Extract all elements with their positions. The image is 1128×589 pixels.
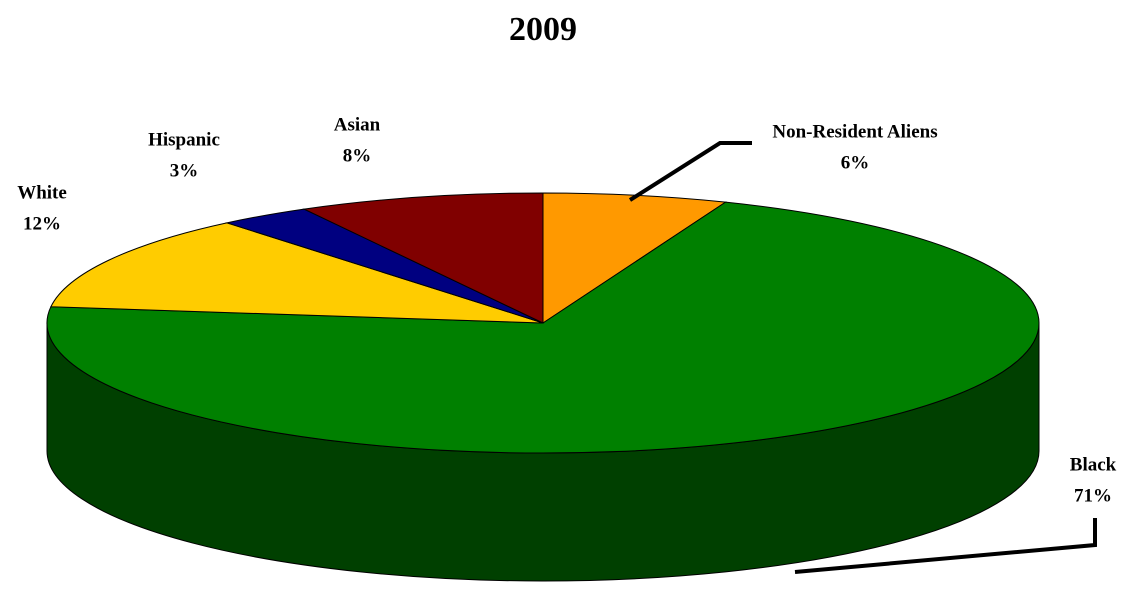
slice-value-label: 71%	[1074, 485, 1112, 506]
slice-label: Black	[1070, 454, 1117, 475]
pie	[46, 192, 1040, 582]
leader-line	[794, 518, 1097, 574]
slice-label: White	[17, 182, 67, 203]
slice-value-label: 8%	[343, 145, 372, 166]
slice-label: Asian	[334, 114, 381, 135]
slice-label: Non-Resident Aliens	[772, 121, 937, 142]
slice-value-label: 6%	[841, 152, 870, 173]
slice-label: Hispanic	[148, 129, 220, 150]
leader-line	[628, 141, 752, 202]
pie-slice	[302, 192, 544, 324]
pie-slice	[46, 201, 1040, 454]
pie-slice	[50, 222, 544, 324]
chart-title: 2009	[509, 11, 577, 48]
slice-value-label: 3%	[170, 160, 199, 181]
slice-value-label: 12%	[23, 213, 61, 234]
